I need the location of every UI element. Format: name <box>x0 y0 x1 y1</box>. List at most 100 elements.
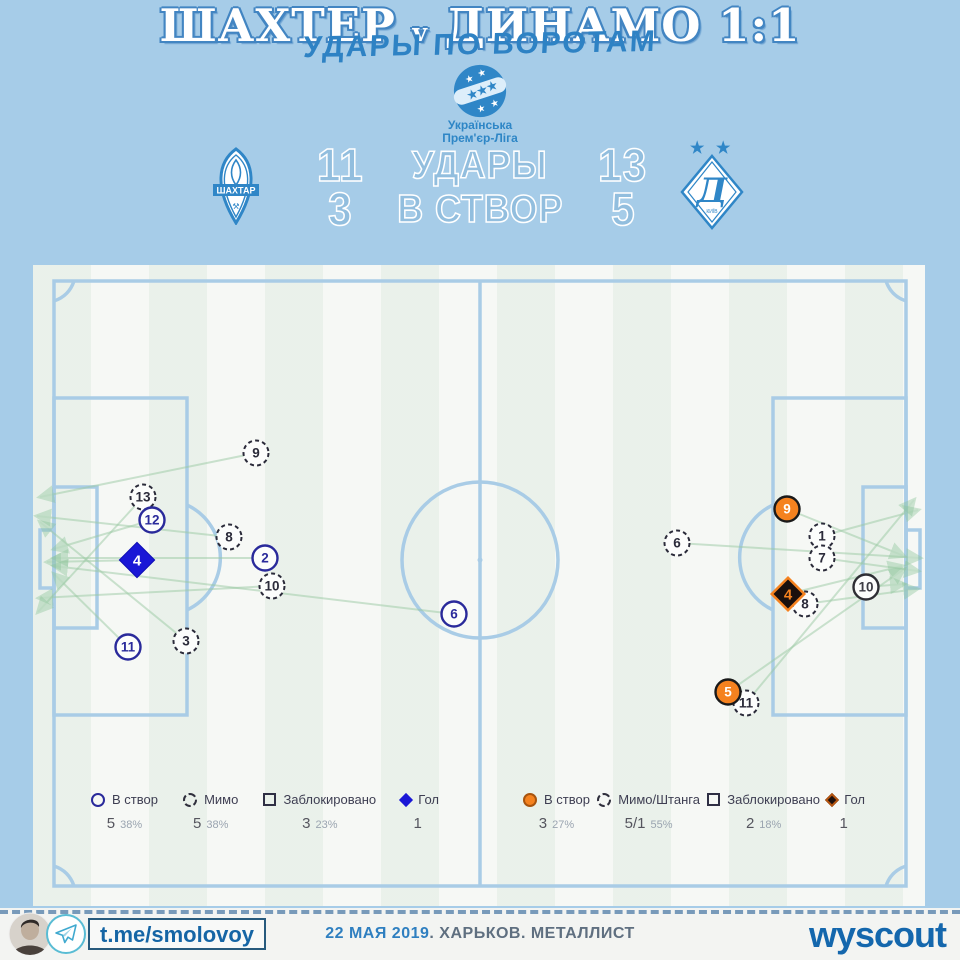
shot-arrow <box>676 542 924 567</box>
post-marker <box>852 573 880 601</box>
on-marker <box>714 678 742 706</box>
legend-left: В створ 5 38% Мимо 5 38% Заблокировано 3… <box>91 792 439 832</box>
svg-text:★: ★ <box>475 83 489 99</box>
shot-arrow <box>35 496 144 615</box>
shot-arrow <box>786 508 908 560</box>
legend-label: Заблокировано <box>727 792 820 807</box>
shot-number: 9 <box>252 446 260 461</box>
telegram-icon[interactable] <box>46 914 86 954</box>
shot-number: 3 <box>182 634 190 649</box>
away-shots-count: 13 <box>598 139 648 191</box>
shot-number: 7 <box>818 551 826 566</box>
match-venue: . ХАРЬКОВ. МЕТАЛЛИСТ <box>429 925 635 942</box>
league-logo-icon: ★ ★ ★ ★ ★ ★ ★ <box>451 62 509 125</box>
shot-number: 1 <box>818 529 826 544</box>
shot-arrow <box>36 452 257 504</box>
miss-marker <box>129 483 157 511</box>
shot-number: 6 <box>673 536 681 551</box>
on-marker <box>251 544 279 572</box>
on-target-label: В СТВОР <box>396 187 564 232</box>
goal-marker <box>769 575 807 613</box>
shot-number: 8 <box>225 530 233 545</box>
shot-number: 11 <box>739 696 754 711</box>
miss-icon <box>183 792 198 807</box>
home-team-name: ШАХТЕР <box>159 0 396 52</box>
svg-text:★: ★ <box>464 73 476 86</box>
shot-number: 2 <box>261 551 269 566</box>
miss-marker <box>808 544 836 572</box>
legend-value: 3 <box>538 815 548 832</box>
legend-pct: 55% <box>650 819 673 831</box>
miss-marker <box>258 572 286 600</box>
versus-label: v <box>412 18 429 47</box>
legend-pct: 23% <box>315 819 338 831</box>
telegram-handle[interactable]: t.me/smolovoy <box>88 918 267 950</box>
match-date: 22 МАЯ 2019 <box>325 925 430 942</box>
shot-number: 5 <box>724 685 732 700</box>
shot-number: 13 <box>135 490 151 505</box>
svg-text:★: ★ <box>485 78 499 94</box>
legend-pct: 27% <box>552 819 575 831</box>
shot-arrow <box>36 519 187 642</box>
shot-number: 6 <box>450 607 458 622</box>
on-target-icon <box>523 792 537 807</box>
miss-marker <box>215 523 243 551</box>
shot-number: 8 <box>801 597 809 612</box>
shot-arrow <box>50 519 153 554</box>
legend-label: Мимо/Штанга <box>618 792 700 807</box>
on-marker <box>440 600 468 628</box>
blocked-icon <box>263 793 277 806</box>
shot-arrow <box>50 558 455 615</box>
shot-arrow <box>51 571 129 648</box>
legend-item-on-target: В створ 5 38% <box>91 792 158 832</box>
on-target-icon <box>91 792 105 807</box>
goal-icon <box>399 792 414 807</box>
legend-item-blocked: Заблокировано 3 23% <box>263 792 376 832</box>
legend-value: 1 <box>413 815 422 832</box>
home-on-target-count: 3 <box>327 183 353 235</box>
on-marker <box>773 495 801 523</box>
shot-number: 4 <box>133 552 142 569</box>
shakhtar-logo-text: ШАХТАР <box>217 186 256 196</box>
shot-arrows <box>33 452 924 704</box>
legend-label: В створ <box>112 792 158 807</box>
svg-text:★: ★ <box>690 140 705 157</box>
shot-map-pitch: 9 13 12 8 2 4 10 6 3 11 9 1 6 7 8 4 10 11 5 В створ 5 38% … <box>33 265 925 906</box>
shot-number: 12 <box>144 513 159 528</box>
shot-number: 9 <box>783 502 791 517</box>
legend-label: Гол <box>418 792 439 807</box>
svg-text:★: ★ <box>476 103 488 116</box>
shakhtar-logo: ШАХТАР ⚒ <box>208 147 264 230</box>
svg-text:★: ★ <box>466 87 480 103</box>
legend-label: Заблокировано <box>283 792 377 807</box>
legend-pct: 38% <box>120 819 143 831</box>
svg-text:⚒: ⚒ <box>232 202 239 211</box>
shot-arrow <box>787 560 906 595</box>
legend-value: 2 <box>745 815 755 832</box>
legend-value: 5/1 <box>624 815 646 832</box>
match-title: ШАХТЕР v ДИНАМО 1:1 <box>0 0 960 59</box>
legend-item-goal: Гол 1 <box>825 792 865 832</box>
shot-arrow <box>33 508 230 538</box>
miss-marker <box>242 439 270 467</box>
footer-dashed-divider <box>0 910 960 914</box>
wyscout-logo[interactable]: wyscout <box>808 914 947 955</box>
legend-label: В створ <box>544 792 590 807</box>
match-info: 22 МАЯ 2019. ХАРЬКОВ. МЕТАЛЛИСТ <box>0 925 960 943</box>
away-team-name: ДИНАМО <box>444 0 702 52</box>
legend-label: Мимо <box>204 792 239 807</box>
shot-number: 4 <box>784 586 793 603</box>
legend-pct: 38% <box>206 819 229 831</box>
home-shots-count: 11 <box>316 139 364 191</box>
legend-item-on-target: В створ 3 27% <box>523 792 590 832</box>
league-name-line2: Прем'єр-Ліга <box>442 131 518 145</box>
shots-label: УДАРЫ <box>411 143 548 188</box>
legend-right: В створ 3 27% Мимо/Штанга 5/1 55% Заблок… <box>523 792 865 832</box>
legend-item-miss: Мимо 5 38% <box>183 792 238 832</box>
miss-marker <box>172 627 200 655</box>
dynamo-logo-letter: Д <box>695 171 728 211</box>
legend-pct: 18% <box>759 819 782 831</box>
footer-bar: t.me/smolovoy 22 МАЯ 2019. ХАРЬКОВ. МЕТА… <box>0 908 960 960</box>
